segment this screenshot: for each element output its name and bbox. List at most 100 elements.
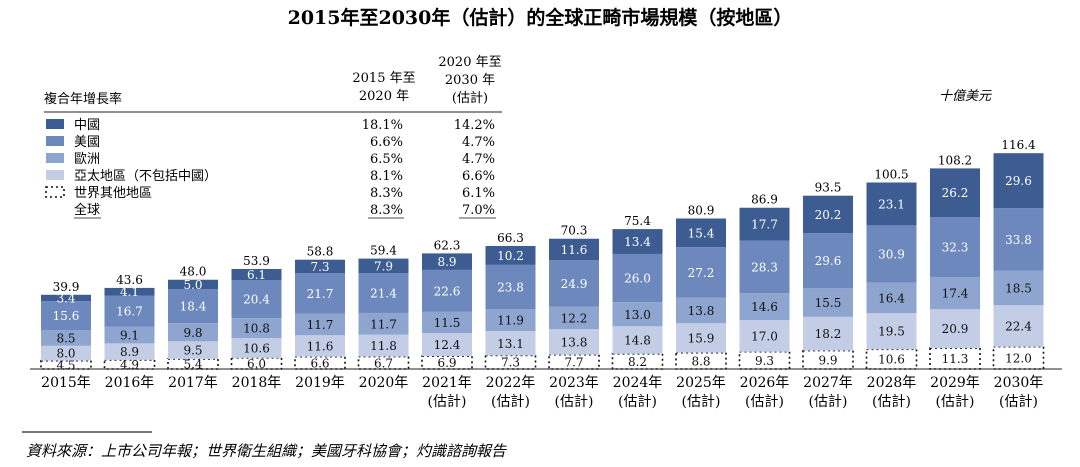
bar-value-label: 11.6 [307, 339, 334, 353]
bar-total-label: 80.9 [688, 204, 715, 218]
bar-value-label: 17.4 [942, 287, 969, 301]
legend-swatch-china [46, 119, 64, 129]
bar-segment-usa [739, 240, 790, 294]
unit-label: 十億美元 [939, 89, 992, 104]
legend-swatch-row [45, 186, 65, 198]
bar-value-label: 15.9 [688, 331, 715, 345]
bar-value-label: 10.2 [497, 249, 524, 263]
bar-value-label: 16.4 [878, 291, 905, 305]
cagr-apac-2020-2030: 6.6% [462, 169, 495, 184]
cagr-row-2020-2030: 6.1% [462, 186, 495, 201]
cagr-usa-2015-2020: 6.6% [370, 135, 403, 150]
legend-label-apac: 亞太地區（不包括中國） [74, 169, 217, 184]
bar-segment-apac [358, 334, 409, 357]
bar-segment-china [930, 168, 980, 218]
bar-segment-usa [930, 217, 980, 277]
bar-value-label: 11.7 [370, 317, 397, 331]
bar-segment-usa [231, 280, 282, 319]
bar-value-label: 8.9 [437, 255, 456, 269]
bar-value-label: 8.2 [628, 355, 647, 369]
bar-value-label: 11.9 [497, 314, 524, 328]
x-tick-label: 2015年 [41, 375, 91, 391]
bar-value-label: 11.7 [307, 318, 334, 332]
bar-value-label: 8.5 [56, 331, 75, 345]
bar-segment-europe [993, 270, 1044, 306]
bar-segment-china [676, 218, 726, 248]
bar-value-label: 27.2 [688, 266, 715, 280]
x-tick-label: (估計) [999, 394, 1038, 410]
bar-total-label: 93.5 [815, 181, 842, 195]
x-tick-label: 2024年 [613, 375, 663, 391]
cagr-usa-2020-2030: 4.7% [462, 135, 495, 150]
bar-segment-usa [168, 289, 218, 324]
bar-segment-china [104, 287, 155, 296]
legend-swatch-europe [46, 153, 64, 163]
cagr-col1-header-line1: 2015 年至 [352, 71, 415, 86]
bar-segment-row [738, 350, 791, 370]
bar-value-label: 4.1 [120, 285, 139, 299]
bar-value-label: 21.7 [307, 287, 334, 301]
bar-value-label: 26.0 [624, 272, 651, 286]
bar-segment-europe [41, 330, 91, 346]
bar-segment-apac [231, 338, 282, 358]
bar-total-label: 108.2 [938, 153, 972, 167]
bar-segment-china [993, 153, 1044, 209]
bar-segment-china [295, 259, 345, 274]
bar-segment-usa [803, 233, 853, 289]
x-tick-label: 2016年 [105, 375, 155, 391]
bar-value-label: 7.3 [310, 260, 329, 274]
bar-segment-usa [422, 269, 472, 312]
bar-value-label: 10.6 [878, 353, 905, 367]
bar-segment-apac [676, 323, 726, 353]
bar-segment-apac [993, 305, 1044, 347]
cagr-global-2015-2020: 8.3% [370, 203, 403, 218]
cagr-row-header: 複合年增長率 [44, 91, 122, 107]
bar-value-label: 9.1 [120, 328, 139, 342]
bar-segment-usa [358, 273, 409, 313]
bar-segment-europe [295, 313, 345, 336]
bar-segment-usa [612, 253, 663, 303]
x-tick-label: (估計) [936, 394, 975, 410]
legend-label-china: 中國 [74, 118, 100, 133]
legend-swatch-usa [46, 136, 64, 146]
x-tick-label: 2017年 [168, 375, 218, 391]
bar-value-label: 17.7 [751, 218, 778, 232]
bar-segment-china [612, 229, 663, 254]
bar-value-label: 13.8 [561, 335, 588, 349]
bar-value-label: 6.9 [437, 356, 456, 370]
bar-segment-apac [295, 335, 345, 357]
bar-segment-usa [676, 247, 726, 298]
bar-total-label: 100.5 [874, 168, 908, 182]
bar-segment-china [168, 279, 218, 290]
bar-value-label: 13.1 [497, 337, 524, 351]
cagr-global-2020-2030: 7.0% [462, 203, 495, 218]
bar-segment-apac [485, 331, 536, 356]
bar-value-label: 11.6 [561, 243, 588, 257]
bar-total-label: 59.4 [370, 244, 397, 258]
legend-label-europe: 歐洲 [74, 152, 100, 167]
bar-total-label: 48.0 [180, 265, 207, 279]
bar-value-label: 7.9 [374, 259, 393, 273]
bar-segment-apac [422, 333, 472, 357]
bar-segment-apac [739, 320, 790, 352]
bar-value-label: 21.4 [370, 287, 397, 301]
bar-segment-china [231, 268, 282, 281]
bar-segment-usa [104, 295, 155, 327]
x-tick-label: 2022年 [486, 375, 536, 391]
bar-value-label: 16.7 [116, 305, 143, 319]
bar-segment-usa [41, 301, 91, 331]
bar-segment-europe [612, 302, 663, 327]
bar-segment-usa [295, 273, 345, 314]
bar-value-label: 7.7 [564, 355, 583, 369]
bar-value-label: 18.5 [1005, 282, 1032, 296]
bar-segment-apac [930, 309, 980, 349]
bar-value-label: 29.6 [1005, 174, 1032, 188]
bar-total-label: 66.3 [497, 231, 524, 245]
bar-value-label: 23.1 [878, 197, 905, 211]
x-tick-label: (估計) [428, 394, 467, 410]
bar-value-label: 9.3 [755, 354, 774, 368]
x-tick-label: 2019年 [295, 375, 345, 391]
bar-segment-apac [41, 345, 91, 361]
bar-total-label: 58.8 [307, 245, 334, 259]
bar-segment-apac [866, 313, 917, 350]
